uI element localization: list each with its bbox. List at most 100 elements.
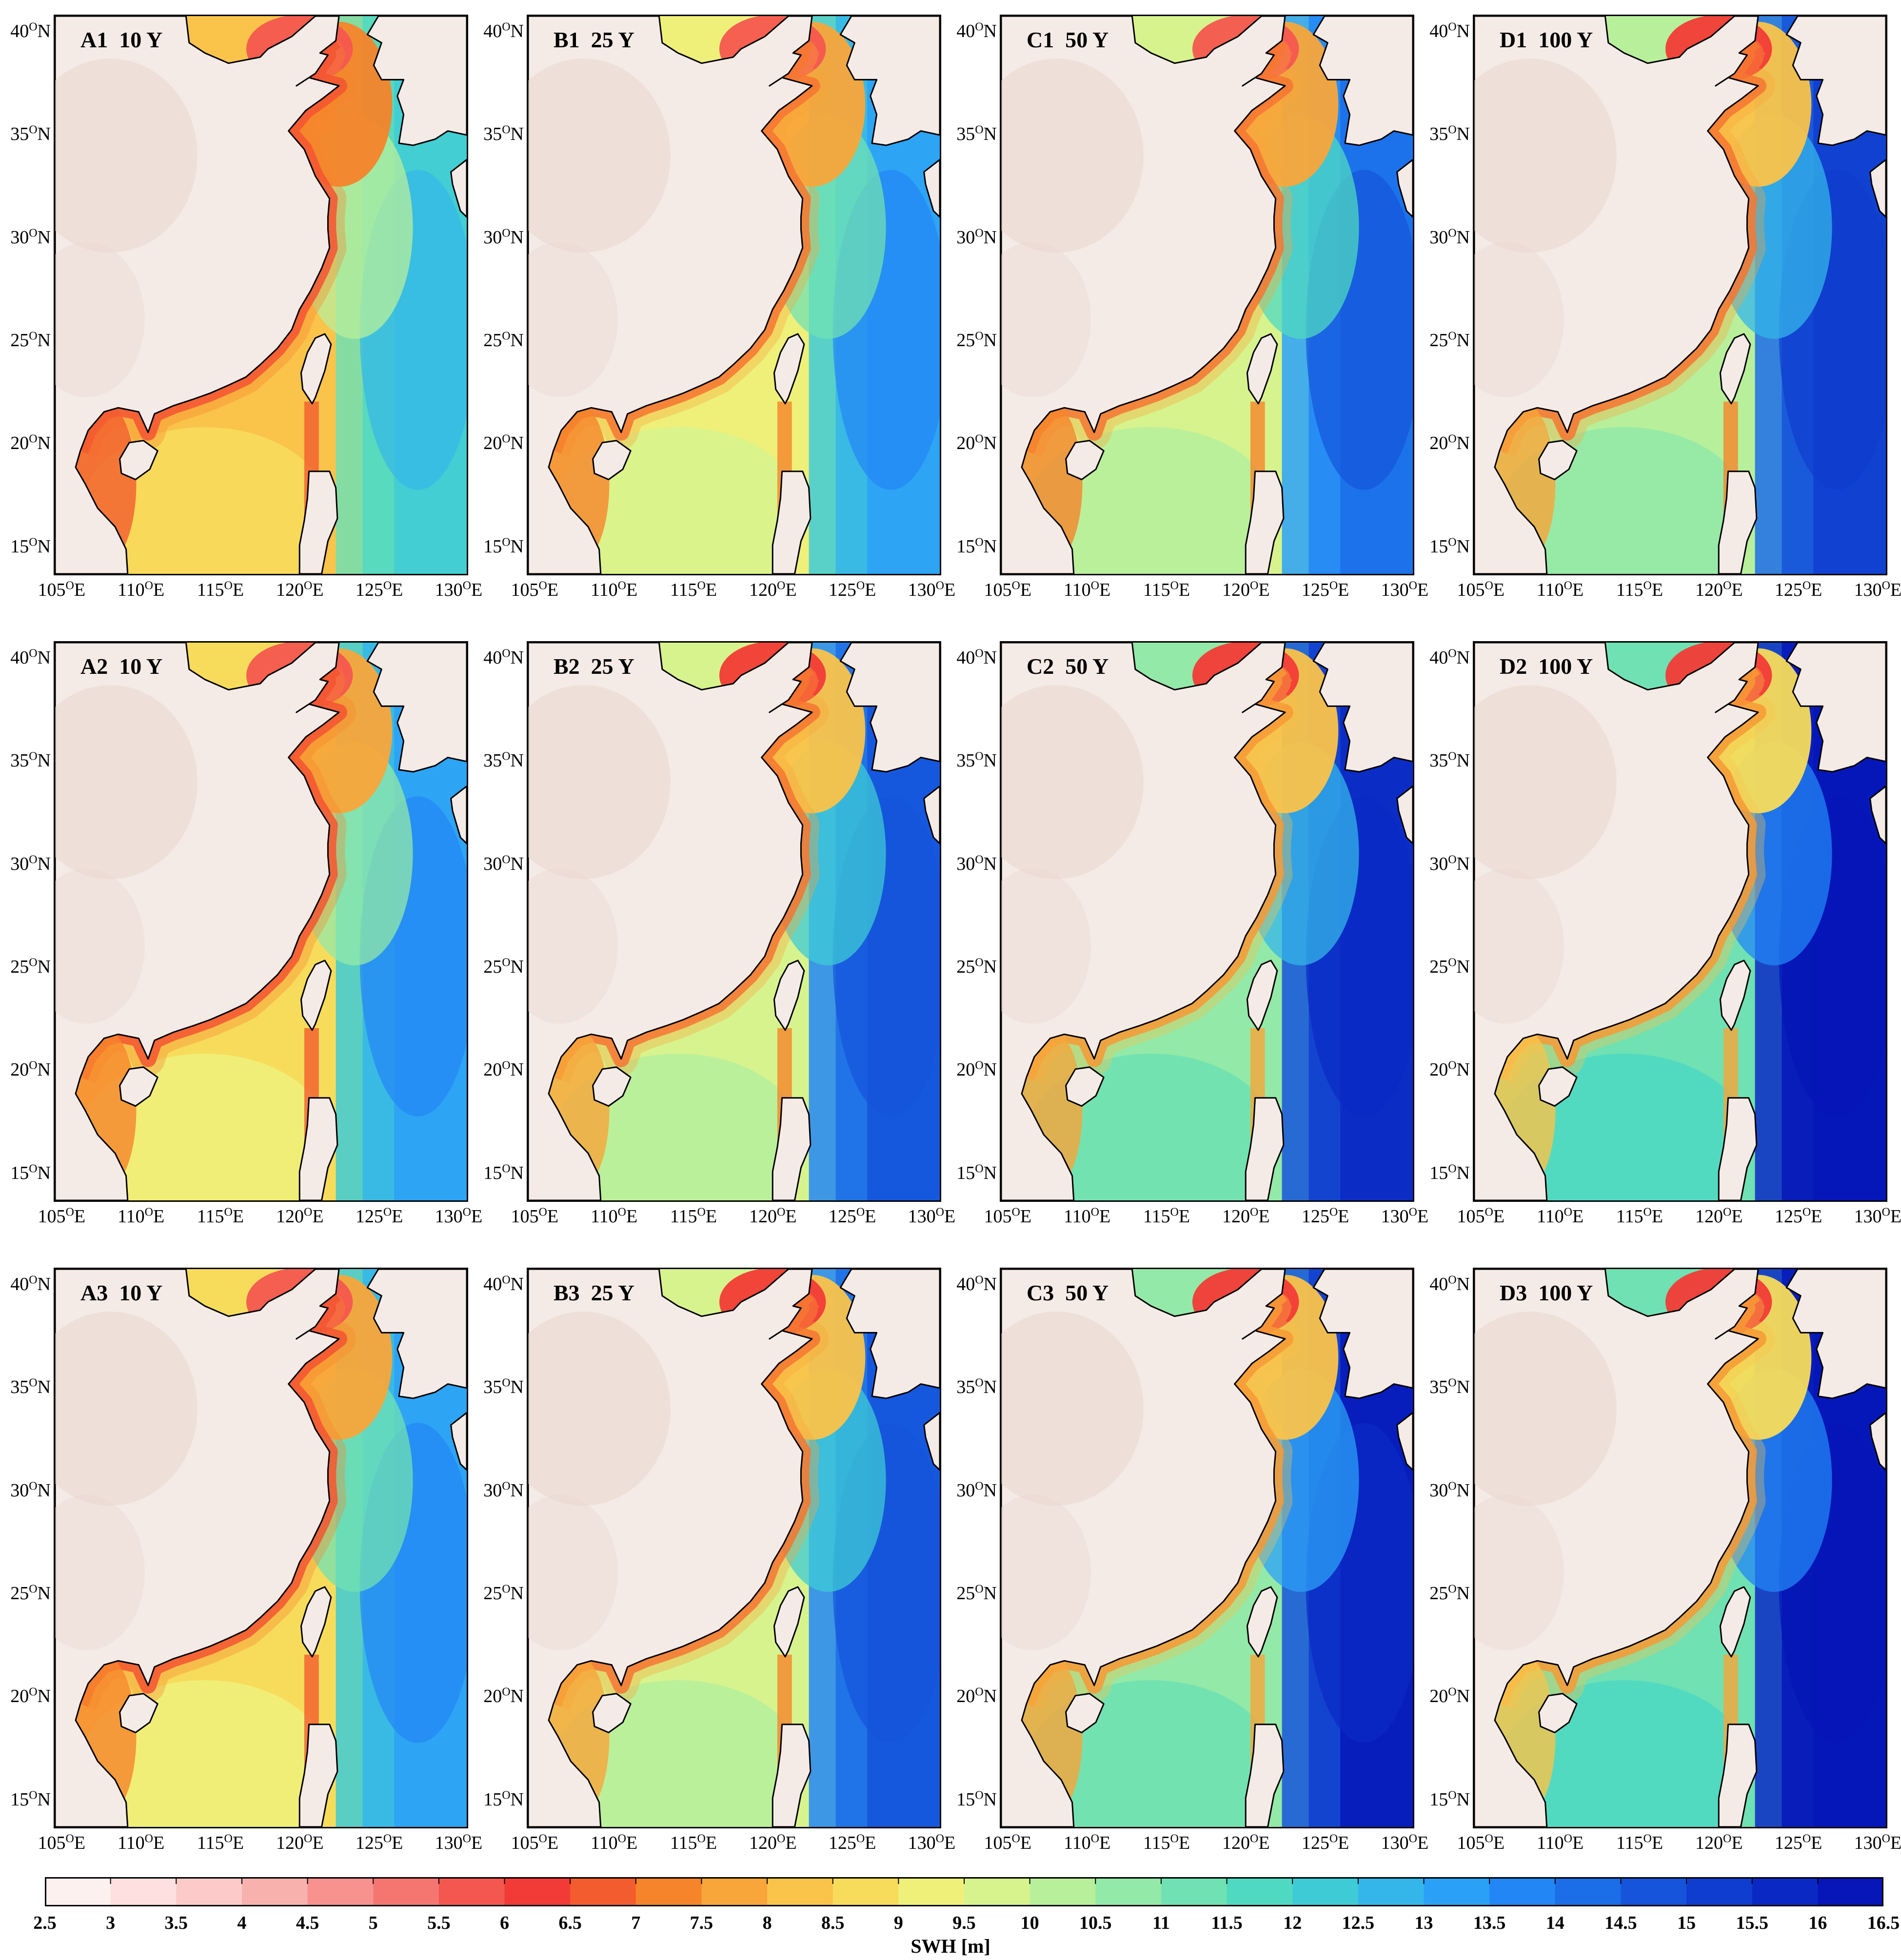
longitude-tick-label: 115OE [1143, 1832, 1190, 1853]
latitude-tick-label: 30ON [1429, 853, 1470, 874]
colorbar-tick-label: 13.5 [1473, 1913, 1506, 1933]
longitude-tick-label: 105OE [1457, 579, 1505, 600]
colorbar-segment [241, 1877, 308, 1906]
latitude-tick-label: 15ON [10, 1789, 51, 1810]
colorbar-segment [1621, 1877, 1687, 1906]
latitude-tick-label: 25ON [10, 956, 51, 977]
colorbar-tick-label: 16 [1808, 1913, 1827, 1933]
latitude-tick-label: 20ON [956, 1686, 997, 1707]
colorbar-tick-label: 13 [1414, 1913, 1433, 1933]
colorbar-segment [832, 1877, 899, 1906]
colorbar-tick-label: 10 [1020, 1913, 1039, 1933]
longitude-tick-label: 115OE [197, 1832, 244, 1853]
panel-label: D3 100 Y [1500, 1280, 1593, 1305]
map-panel: B2 25 Y 40ON 35ON 30ON 25ON 20ON 15ON 105OE 110O… [473, 627, 961, 1241]
latitude-tick-label: 40ON [483, 1274, 524, 1294]
map-panel: C3 50 Y 40ON 35ON 30ON 25ON 20ON 15ON 105OE 110O… [946, 1253, 1434, 1867]
latitude-tick-label: 30ON [10, 226, 51, 248]
colorbar-tick-label: 6.5 [558, 1913, 582, 1933]
panel-label: A1 10 Y [80, 27, 163, 52]
longitude-tick-label: 125OE [1774, 1832, 1822, 1853]
map-panel-grid: A1 10 Y 40ON 35ON 30ON 25ON 20ON 15ON 105OE 110O… [0, 0, 1901, 1867]
latitude-tick-label: 15ON [1429, 536, 1470, 557]
latitude-tick-label: 15ON [10, 1162, 51, 1183]
latitude-tick-label: 20ON [1429, 1686, 1470, 1707]
latitude-tick-label: 15ON [1429, 1162, 1470, 1183]
latitude-tick-label: 40ON [10, 20, 51, 41]
colorbar-segment [1227, 1877, 1293, 1906]
latitude-tick-label: 25ON [956, 956, 997, 977]
map-frame [1473, 15, 1887, 575]
latitude-tick-label: 30ON [956, 226, 997, 248]
swh-map [1474, 16, 1886, 574]
latitude-tick-label: 40ON [483, 647, 524, 668]
colorbar-segment [176, 1877, 242, 1906]
panel-label: D1 100 Y [1500, 27, 1593, 52]
longitude-tick-label: 125OE [828, 1206, 876, 1227]
longitude-tick-label: 125OE [828, 1832, 876, 1853]
colorbar-segment [438, 1877, 505, 1906]
latitude-tick-label: 15ON [483, 1162, 524, 1183]
swh-map [1474, 1269, 1886, 1827]
longitude-tick-label: 130OE [1381, 579, 1429, 600]
latitude-tick-label: 30ON [10, 853, 51, 874]
map-frame [1473, 1268, 1887, 1828]
landmass [1474, 16, 1886, 574]
latitude-tick-label: 20ON [1429, 1059, 1470, 1080]
map-frame [54, 15, 468, 575]
longitude-tick-label: 120OE [1695, 1206, 1743, 1227]
colorbar-tick-label: 16.5 [1867, 1913, 1900, 1933]
swh-map [528, 1269, 940, 1827]
colorbar-segment [1030, 1877, 1096, 1906]
landmass [528, 643, 940, 1200]
longitude-tick-label: 110OE [591, 1832, 638, 1853]
landmass [1474, 1269, 1886, 1827]
latitude-tick-label: 30ON [956, 853, 997, 874]
map-panel: D2 100 Y 40ON 35ON 30ON 25ON 20ON 15ON 105OE 110… [1419, 627, 1901, 1241]
longitude-tick-label: 105OE [38, 1832, 86, 1853]
latitude-tick-label: 40ON [956, 647, 997, 668]
latitude-tick-label: 35ON [483, 1376, 524, 1398]
colorbar-segment [1358, 1877, 1424, 1906]
longitude-tick-label: 110OE [591, 579, 638, 600]
latitude-tick-label: 25ON [483, 956, 524, 977]
swh-map [55, 16, 467, 574]
colorbar-tick-label: 5 [368, 1913, 378, 1933]
colorbar-segment [1292, 1877, 1359, 1906]
map-frame [1000, 641, 1414, 1202]
latitude-tick-label: 25ON [1429, 1583, 1470, 1604]
longitude-tick-label: 130OE [1854, 1832, 1901, 1853]
longitude-tick-label: 110OE [1064, 1206, 1111, 1227]
swh-map [528, 16, 940, 574]
latitude-tick-label: 40ON [10, 647, 51, 668]
latitude-tick-label: 35ON [956, 750, 997, 771]
map-frame [527, 15, 941, 575]
colorbar-tick-label: 11.5 [1211, 1913, 1243, 1933]
longitude-tick-label: 105OE [38, 579, 86, 600]
latitude-tick-label: 30ON [483, 1479, 524, 1501]
latitude-tick-label: 40ON [1429, 647, 1470, 668]
map-frame [527, 641, 941, 1202]
colorbar-segment [1555, 1877, 1621, 1906]
latitude-tick-label: 35ON [483, 750, 524, 771]
longitude-tick-label: 115OE [197, 1206, 244, 1227]
longitude-tick-label: 120OE [1695, 579, 1743, 600]
latitude-tick-label: 25ON [1429, 956, 1470, 977]
swh-map [1001, 643, 1413, 1200]
panel-label: A3 10 Y [80, 1280, 163, 1305]
longitude-tick-label: 130OE [908, 579, 956, 600]
map-panel: B3 25 Y 40ON 35ON 30ON 25ON 20ON 15ON 105OE 110O… [473, 1253, 961, 1867]
longitude-tick-label: 110OE [118, 1206, 165, 1227]
longitude-tick-label: 110OE [118, 1832, 165, 1853]
longitude-tick-label: 120OE [1222, 1206, 1270, 1227]
longitude-tick-label: 125OE [1774, 1206, 1822, 1227]
colorbar-segment [1161, 1877, 1228, 1906]
panel-label: C2 50 Y [1027, 654, 1109, 679]
latitude-tick-label: 35ON [1429, 750, 1470, 771]
map-panel: A1 10 Y 40ON 35ON 30ON 25ON 20ON 15ON 105OE 110O… [0, 0, 488, 614]
map-frame [1000, 1268, 1414, 1828]
latitude-tick-label: 40ON [483, 20, 524, 41]
latitude-tick-label: 30ON [483, 853, 524, 874]
panel-label: C3 50 Y [1027, 1280, 1109, 1305]
latitude-tick-label: 35ON [10, 1376, 51, 1398]
